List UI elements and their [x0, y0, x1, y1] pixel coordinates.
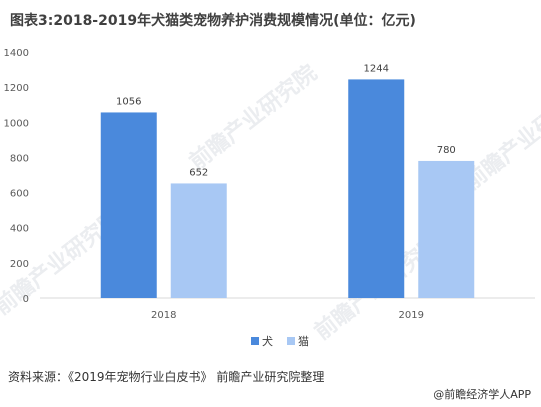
legend-label: 犬 — [262, 334, 273, 348]
data-label: 780 — [437, 145, 456, 156]
brand-label: @前瞻经济学人APP — [433, 388, 531, 401]
y-tick-label: 0 — [23, 294, 29, 305]
chart-title: 图表3:2018-2019年犬猫类宠物养护消费规模情况(单位：亿元) — [10, 13, 416, 29]
source-note: 资料来源：《2019年宠物行业白皮书》 前瞻产业研究院整理 — [8, 370, 325, 384]
bar — [100, 112, 157, 299]
y-tick-label: 1400 — [4, 48, 29, 59]
data-label: 1244 — [364, 63, 389, 74]
legend-label: 猫 — [298, 335, 309, 348]
legend-swatch — [287, 337, 295, 345]
data-label: 1056 — [116, 96, 141, 107]
bar-chart: 0 200 400 600 800 1000 1200 1400 1056 652 2018 1244… — [4, 48, 535, 348]
y-tick-label: 800 — [10, 153, 29, 164]
y-tick-label: 200 — [10, 259, 29, 270]
y-tick-label: 600 — [10, 189, 29, 200]
bar — [348, 79, 405, 298]
legend-swatch — [251, 337, 259, 345]
y-tick-label: 1200 — [4, 83, 29, 94]
x-tick-label: 2019 — [399, 310, 424, 321]
data-label: 652 — [189, 167, 208, 178]
y-tick-label: 1000 — [4, 118, 29, 129]
bar — [418, 160, 475, 298]
x-tick-label: 2018 — [151, 310, 176, 321]
y-tick-label: 400 — [10, 224, 29, 235]
bar — [170, 183, 227, 298]
